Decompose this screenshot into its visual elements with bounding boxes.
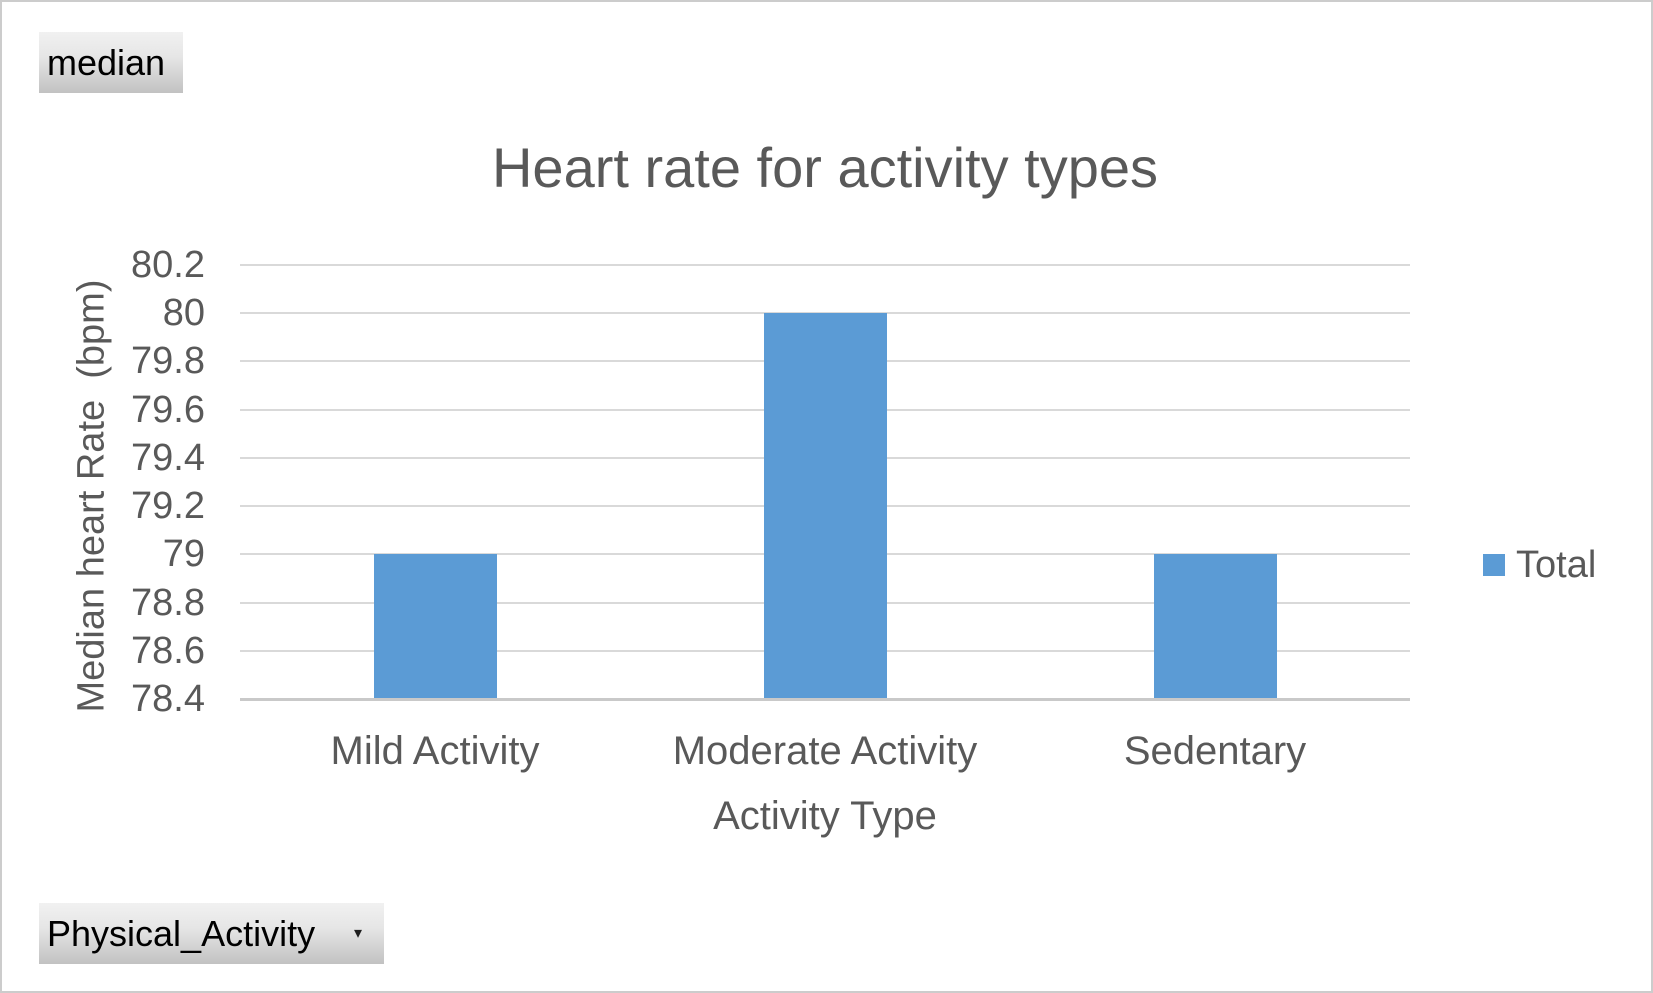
axis-field-button[interactable]: Physical_Activity ▾: [39, 903, 384, 964]
bar-sedentary[interactable]: [1153, 554, 1277, 699]
chart-title: Heart rate for activity types: [491, 136, 1158, 199]
y-tick-label: 80.2: [131, 244, 205, 286]
y-tick-label: 79.6: [131, 388, 205, 431]
legend-swatch-icon: [1483, 554, 1505, 576]
y-tick-label: 79: [162, 533, 205, 576]
category-label: Mild Activity: [330, 729, 540, 773]
value-field-button[interactable]: median: [39, 32, 183, 93]
y-tick-label: 79.2: [131, 485, 205, 528]
bar-mild-activity[interactable]: [373, 554, 497, 699]
axis-field-label: Physical_Activity: [47, 912, 316, 954]
chart-legend: Total: [1483, 546, 1596, 584]
x-axis-line: [240, 698, 1410, 701]
category-label: Moderate Activity: [672, 729, 978, 773]
gridline: [240, 264, 1410, 266]
x-axis-title: Activity Type: [713, 794, 937, 838]
y-tick-label: 78.8: [131, 581, 205, 624]
y-tick-label: 79.4: [131, 436, 205, 479]
y-tick-label: 80: [162, 292, 205, 335]
category-label: Sedentary: [1123, 729, 1307, 773]
dropdown-arrow-icon[interactable]: ▾: [353, 924, 362, 942]
y-tick-label: 79.8: [131, 340, 205, 383]
legend-label: Total: [1516, 544, 1597, 586]
y-tick-label: 78.4: [131, 678, 205, 720]
bar-moderate-activity[interactable]: [763, 313, 887, 699]
y-tick-label: 78.6: [131, 629, 205, 672]
value-field-label: median: [47, 41, 166, 83]
